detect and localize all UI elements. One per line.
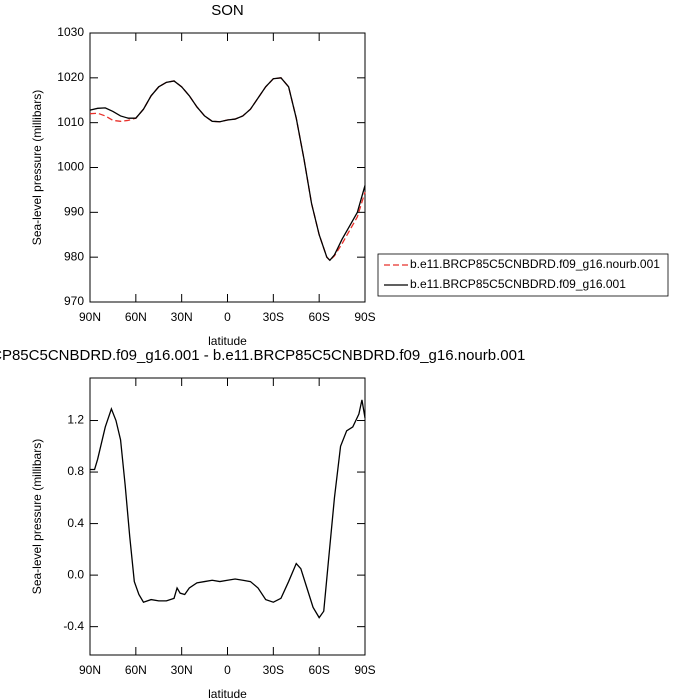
chart-title: SON <box>211 2 244 19</box>
plot-frame <box>89 377 366 656</box>
x-axis-label: latitude <box>208 334 247 348</box>
data-line <box>89 77 366 262</box>
data-line <box>90 399 366 619</box>
legend-label: b.e11.BRCP85C5CNBDRD.f09_g16.nourb.001 <box>410 257 660 271</box>
x-tick-label: 90N <box>79 663 101 677</box>
x-tick-label: 30N <box>171 663 193 677</box>
y-tick-label: 0.8 <box>67 464 84 478</box>
x-tick-label: 90S <box>354 663 375 677</box>
x-tick-label: 90S <box>354 310 375 324</box>
x-axis-label: latitude <box>208 687 247 700</box>
x-tick-label: 60N <box>125 310 147 324</box>
x-tick-label: 0 <box>224 663 231 677</box>
y-tick-label: 1020 <box>57 70 84 84</box>
x-tick-label: 60S <box>308 310 329 324</box>
x-tick-label: 30S <box>263 310 284 324</box>
y-axis-label: Sea-level pressure (millibars) <box>30 439 44 594</box>
y-tick-label: 1010 <box>57 115 84 129</box>
x-tick-label: 60N <box>125 663 147 677</box>
y-tick-label: 1030 <box>57 25 84 39</box>
y-tick-label: 990 <box>64 205 84 219</box>
y-tick-label: 0.0 <box>67 567 84 581</box>
x-tick-label: 30S <box>263 663 284 677</box>
data-line <box>89 77 366 262</box>
y-axis-label: Sea-level pressure (millibars) <box>30 90 44 245</box>
y-tick-label: 970 <box>64 294 84 308</box>
legend-label: b.e11.BRCP85C5CNBDRD.f09_g16.001 <box>410 277 626 291</box>
y-tick-label: 1.2 <box>67 413 84 427</box>
chart-title: b.e11.BRCP85C5CNBDRD.f09_g16.001 - b.e11… <box>0 347 525 364</box>
x-tick-label: 0 <box>224 310 231 324</box>
plot-frame <box>89 32 366 303</box>
x-tick-label: 90N <box>79 310 101 324</box>
x-tick-label: 30N <box>171 310 193 324</box>
legend-box <box>377 253 669 297</box>
x-tick-label: 60S <box>308 663 329 677</box>
y-tick-label: 1000 <box>57 160 84 174</box>
y-tick-label: 980 <box>64 249 84 263</box>
y-tick-label: -0.4 <box>63 619 84 633</box>
y-tick-label: 0.4 <box>67 516 84 530</box>
